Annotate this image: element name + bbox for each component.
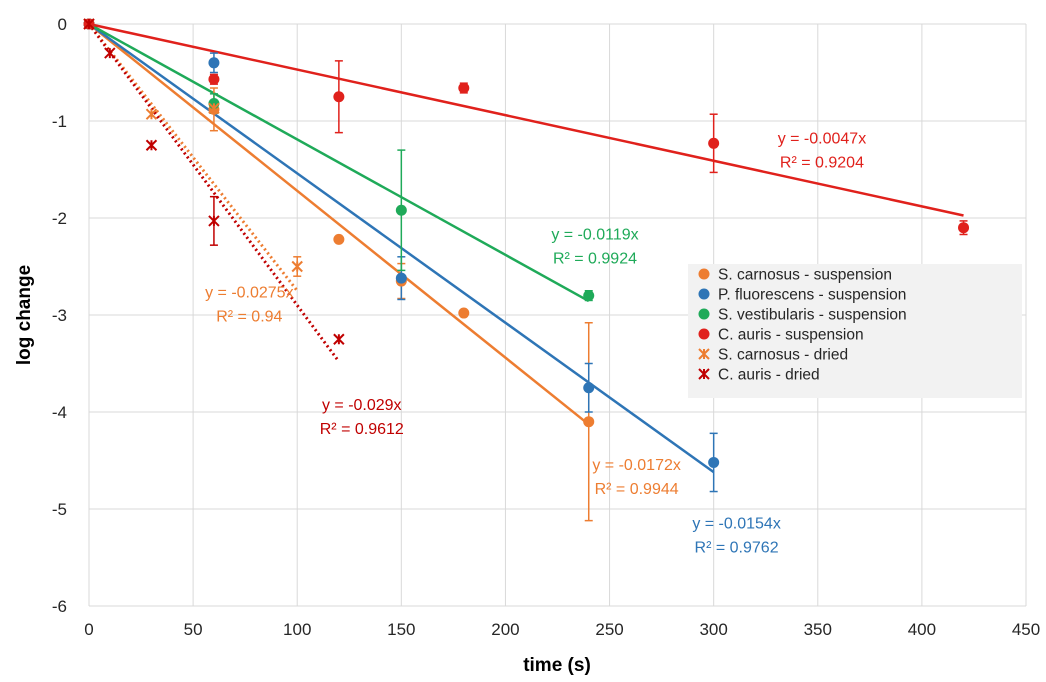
legend-marker xyxy=(698,268,710,280)
y-tick-label: -3 xyxy=(52,306,67,325)
data-point xyxy=(583,382,595,394)
trendline-r2: R² = 0.9944 xyxy=(595,481,679,498)
y-axis-title: log change xyxy=(14,265,35,365)
legend-marker xyxy=(698,348,710,360)
data-point xyxy=(958,222,970,234)
trendline-r2: R² = 0.9612 xyxy=(320,421,404,438)
data-point xyxy=(583,290,595,302)
x-tick-label: 150 xyxy=(387,620,415,639)
trendline-r2: R² = 0.9762 xyxy=(695,539,779,556)
trendline xyxy=(88,23,590,426)
data-point xyxy=(208,215,220,227)
data-point xyxy=(291,260,303,273)
y-tick-label: -6 xyxy=(52,597,67,616)
legend-label: S. carnosus - dried xyxy=(718,347,848,364)
legend-marker xyxy=(698,308,710,320)
legend-label: C. auris - suspension xyxy=(718,327,864,344)
trendline-annotations: y = -0.0047x R² = 0.9204 y = -0.0119x R² = … xyxy=(205,130,866,556)
y-tick-label: 0 xyxy=(58,15,67,34)
data-point xyxy=(104,47,116,59)
data-point xyxy=(395,272,407,284)
trendline-equation: y = -0.0172x xyxy=(592,457,681,474)
trendline-equation: y = -0.0275x xyxy=(205,285,294,302)
trendlines xyxy=(87,22,964,474)
data-point xyxy=(208,73,220,85)
x-tick-label: 300 xyxy=(699,620,727,639)
legend-label: S. vestibularis - suspension xyxy=(718,307,907,324)
legend-marker xyxy=(698,288,710,300)
legend-label: P. fluorescens - suspension xyxy=(718,287,906,304)
trendline-r2: R² = 0.9204 xyxy=(780,154,864,171)
x-tick-label: 50 xyxy=(184,620,203,639)
data-point xyxy=(333,333,345,345)
data-point xyxy=(708,456,720,468)
trendline-equation: y = -0.0119x xyxy=(551,226,638,243)
legend-marker xyxy=(698,328,710,340)
x-axis-title: time (s) xyxy=(523,655,591,676)
y-tick-label: -5 xyxy=(52,500,67,519)
data-point xyxy=(208,57,220,69)
data-points xyxy=(83,18,970,468)
y-tick-label: -2 xyxy=(52,209,67,228)
trendline-r2: R² = 0.94 xyxy=(216,309,282,326)
x-tick-label: 400 xyxy=(908,620,936,639)
trendline-equation: y = -0.0154x xyxy=(692,515,781,532)
data-point xyxy=(583,416,595,428)
x-tick-label: 200 xyxy=(491,620,519,639)
x-tick-label: 100 xyxy=(283,620,311,639)
data-point xyxy=(333,233,345,245)
x-tick-label: 250 xyxy=(595,620,623,639)
data-point xyxy=(145,108,158,120)
y-tick-label: -4 xyxy=(52,403,67,422)
legend: S. carnosus - suspension P. fluorescens -… xyxy=(688,264,1022,398)
x-tick-label: 350 xyxy=(804,620,832,639)
legend-box xyxy=(688,264,1022,398)
trendline-equation: y = -0.029x xyxy=(322,397,402,414)
data-point xyxy=(208,102,220,115)
data-point xyxy=(145,139,158,151)
tick-labels: 0 50 100 150 200 250 300 350 400 450 0 -1 -2 -3 -4 -5 -6 xyxy=(52,15,1040,639)
legend-label: S. carnosus - suspension xyxy=(718,267,892,284)
trendline xyxy=(88,22,590,303)
x-tick-label: 450 xyxy=(1012,620,1040,639)
trendline xyxy=(88,22,964,217)
data-point xyxy=(83,18,95,30)
y-tick-label: -1 xyxy=(52,112,67,131)
data-point xyxy=(458,82,470,94)
legend-marker xyxy=(698,368,710,380)
data-point xyxy=(708,137,720,149)
data-point xyxy=(395,204,407,216)
data-point xyxy=(458,307,470,319)
x-tick-label: 0 xyxy=(84,620,93,639)
trendline-r2: R² = 0.9924 xyxy=(553,250,637,267)
trendline-equation: y = -0.0047x xyxy=(778,130,867,147)
data-point xyxy=(333,91,345,103)
legend-label: C. auris - dried xyxy=(718,367,820,384)
